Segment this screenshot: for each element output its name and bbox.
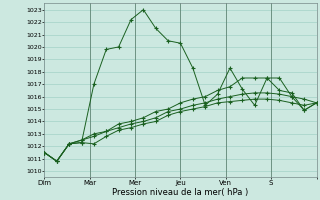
X-axis label: Pression niveau de la mer( hPa ): Pression niveau de la mer( hPa ) xyxy=(112,188,249,197)
